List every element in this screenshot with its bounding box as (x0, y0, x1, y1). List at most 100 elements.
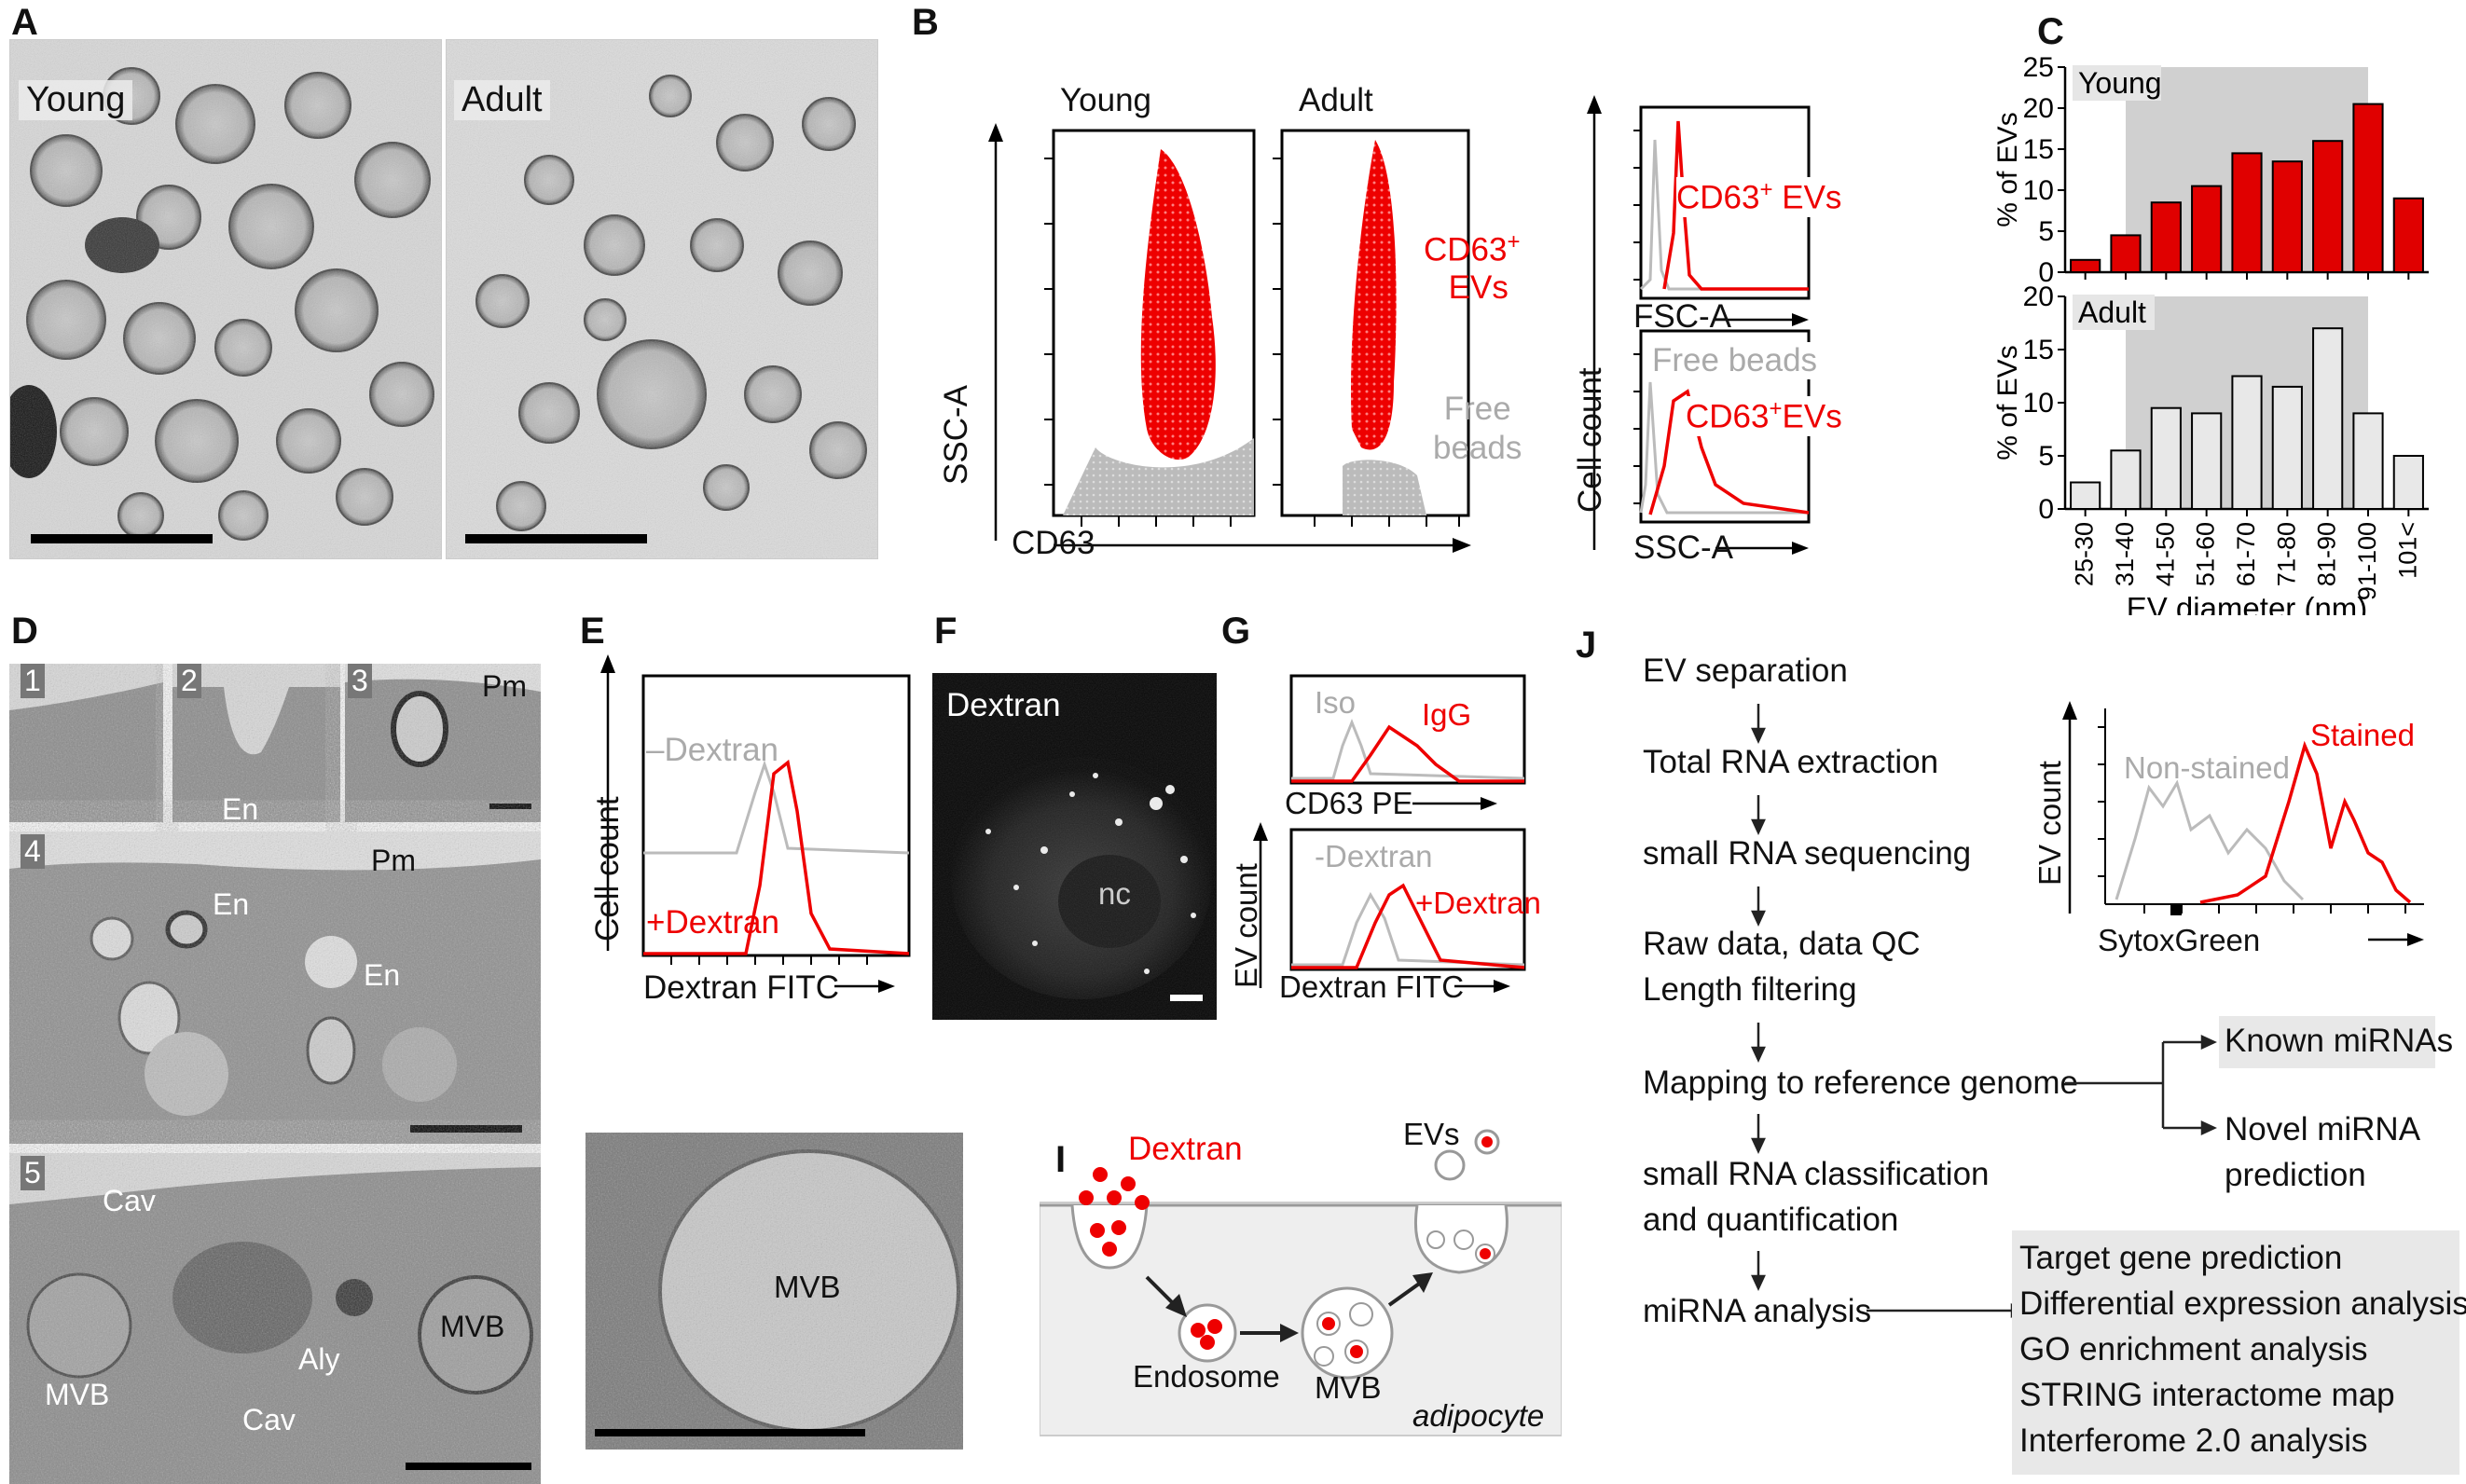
g-x1: CD63 PE (1285, 786, 1413, 820)
c-xtick-label-3: 51-60 (2192, 522, 2220, 586)
j-known: Known miRNAs (2225, 1023, 2454, 1059)
f-nc: nc (1098, 876, 1131, 911)
j-step-6: Mapping to reference genome (1643, 1065, 2078, 1101)
c-xtick-label-0: 25-30 (2071, 522, 2099, 586)
e-ylabel: Cell count (589, 796, 626, 941)
i-mvb: MVB (1315, 1370, 1382, 1405)
b-adult-label: Adult (1299, 82, 1373, 118)
i-dextran: Dextran (1128, 1131, 1243, 1167)
scatter-plots (988, 123, 1471, 553)
em-image-young (9, 39, 442, 559)
d-num-3: 3 (348, 664, 372, 698)
d-num-1: 1 (21, 664, 45, 698)
j-analysis-5: Interferome 2.0 analysis (2019, 1422, 2368, 1459)
j-step-8: and quantification (1643, 1202, 1899, 1238)
c-bar-1-3 (2191, 412, 2223, 510)
e-pos: +Dextran (646, 904, 779, 941)
b-ylabel: SSC-A (938, 385, 974, 485)
b-hist2-label: CD63+EVs (1686, 396, 1842, 436)
panel-label-i: I (1055, 1139, 1067, 1180)
j-step-9: miRNA analysis (1643, 1293, 1872, 1329)
e-neg: –Dextran (646, 732, 779, 768)
c-xtick-label-1: 31-40 (2111, 522, 2139, 586)
f-title: Dextran (946, 687, 1061, 723)
e-histogram (600, 654, 911, 993)
c-bar-0-6 (2312, 140, 2344, 273)
c-xtick-label-5: 71-80 (2272, 522, 2300, 586)
j-hist-x: SytoxGreen (2098, 923, 2261, 957)
panel-label-g: G (1221, 611, 1251, 652)
g-iso: Iso (1315, 685, 1357, 720)
d-cav2: Cav (242, 1403, 296, 1436)
g-pos: +Dextran (1415, 886, 1541, 920)
c-bar-0-8 (2392, 197, 2424, 273)
c-bar-1-5 (2271, 385, 2303, 510)
b-xlabel: CD63 (1012, 525, 1095, 561)
c-bar-0-3 (2191, 185, 2223, 274)
j-analysis-3: GO enrichment analysis (2019, 1331, 2368, 1367)
h-em-image (586, 1133, 963, 1450)
d-num-4: 4 (21, 834, 45, 869)
tag-young: Young (19, 80, 133, 120)
h-mvb: MVB (774, 1270, 841, 1304)
c-bar-0-4 (2231, 152, 2263, 273)
d-en4a: En (213, 887, 250, 921)
d-num-5: 5 (21, 1156, 45, 1190)
c-xtick-label-4: 61-70 (2232, 522, 2260, 586)
j-novel-2: prediction (2225, 1157, 2366, 1193)
f-fluorescence-image (932, 673, 1217, 1020)
b-young-label: Young (1060, 82, 1151, 118)
j-step-5: Length filtering (1643, 971, 1857, 1008)
b-cd63-evs: CD63+ EVs (1424, 229, 1521, 306)
g-neg: -Dextran (1315, 839, 1433, 873)
c-ytick-label-0: 25 (2023, 56, 2054, 83)
em-image-adult (446, 39, 878, 559)
c-ytick-label-1: 0 (2038, 494, 2054, 525)
j-step-3: small RNA sequencing (1643, 835, 1972, 872)
d-en: En (222, 792, 259, 826)
c-bar-0-1 (2110, 234, 2142, 273)
c-bar-1-4 (2231, 375, 2263, 510)
c-xlabel: EV diameter (nm) (2127, 591, 2368, 615)
panel-label-d: D (11, 611, 38, 652)
c-ytick-label-1: 20 (2023, 282, 2054, 312)
d-en4b: En (364, 958, 401, 992)
em-texture-young (10, 40, 441, 558)
c-bar-0-2 (2150, 201, 2182, 273)
j-step-2: Total RNA extraction (1643, 744, 1939, 780)
c-bar-0-7 (2352, 103, 2384, 273)
em-texture-adult (447, 40, 877, 558)
c-ytick-label-1: 10 (2023, 388, 2054, 419)
c-ytick-label-1: 15 (2023, 335, 2054, 365)
j-hist-ylabel: EV count (2032, 761, 2067, 886)
c-bar-1-0 (2070, 481, 2101, 510)
d-em-images (9, 664, 541, 1484)
panel-label-f: F (934, 611, 957, 652)
c-bar-1-1 (2110, 449, 2142, 510)
b-hist-ylabel: Cell count (1572, 367, 1608, 513)
d-mvb1: MVB (45, 1378, 110, 1411)
j-step-7: small RNA classification (1643, 1156, 1990, 1192)
i-cell: adipocyte (1412, 1398, 1545, 1433)
c-ytick-label-0: 0 (2038, 257, 2054, 288)
c-ytick-label-1: 5 (2038, 441, 2054, 472)
j-novel-1: Novel miRNA (2225, 1111, 2421, 1147)
b-hist2-x: SSC-A (1633, 529, 1733, 566)
c-bar-1-7 (2352, 412, 2384, 510)
c-title-1: Adult (2078, 295, 2146, 329)
c-bar-1-2 (2150, 406, 2182, 511)
d-pm4: Pm (371, 844, 416, 877)
j-nonstained: Non-stained (2124, 750, 2290, 785)
b-free-beads: Free beads (1433, 391, 1522, 466)
d-mvb2: MVB (440, 1310, 505, 1343)
b-hist1-label: CD63+ EVs (1676, 177, 1842, 217)
i-evs: EVs (1403, 1117, 1460, 1151)
c-title-0: Young (2078, 66, 2162, 100)
c-bar-1-6 (2312, 327, 2344, 511)
c-bar-0-0 (2070, 258, 2101, 274)
i-endosome: Endosome (1133, 1359, 1280, 1394)
c-ytick-label-0: 20 (2023, 93, 2054, 124)
c-xtick-label-7: 91-100 (2353, 522, 2381, 600)
c-title-bg-0 (2073, 65, 2161, 101)
d-aly: Aly (298, 1342, 340, 1376)
